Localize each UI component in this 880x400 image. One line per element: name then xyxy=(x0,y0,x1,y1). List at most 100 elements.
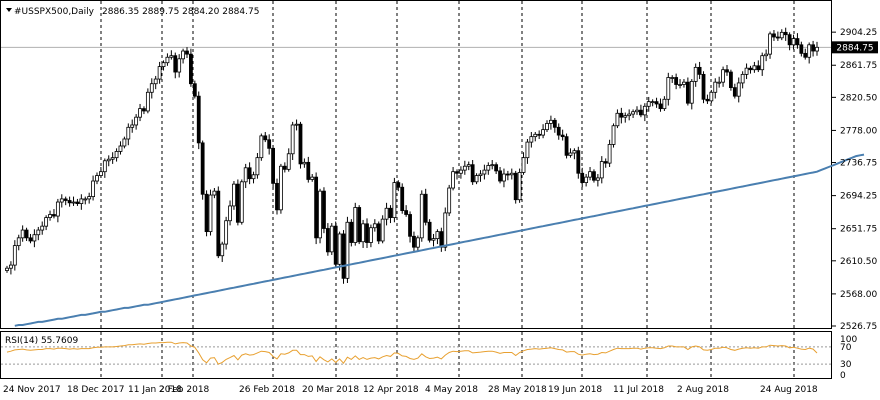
candle-body xyxy=(803,52,808,58)
candle-body xyxy=(349,221,354,243)
candle-body xyxy=(435,231,440,240)
candle-body xyxy=(63,198,68,201)
date-tick-label: 28 May 2018 xyxy=(488,385,547,395)
candle-body xyxy=(678,84,682,86)
candle-body xyxy=(95,175,99,182)
candle-body xyxy=(525,141,530,159)
candle-body xyxy=(126,126,131,140)
candle-body xyxy=(556,126,561,136)
candle-body xyxy=(12,245,17,266)
candle-body xyxy=(717,81,722,84)
candle-body xyxy=(380,218,385,242)
candle-body xyxy=(603,161,608,164)
candle-body xyxy=(509,172,514,176)
candle-body xyxy=(153,78,158,85)
candle-body xyxy=(224,220,229,245)
candle-body xyxy=(744,67,749,75)
price-tick-label: 2861.75 xyxy=(840,61,877,71)
candle-body xyxy=(772,33,776,38)
dropdown-triangle-icon[interactable] xyxy=(6,8,12,12)
candle-body xyxy=(498,170,502,182)
candle-body xyxy=(181,50,185,60)
candle-body xyxy=(275,182,279,211)
candle-body xyxy=(28,237,33,242)
candle-body xyxy=(185,50,189,55)
candle-body xyxy=(455,171,459,174)
date-tick-label: 11 Jan 2018 xyxy=(128,385,182,395)
chart-header: #USSPX500,Daily 2886.35 2889.75 2884.20 … xyxy=(6,7,259,17)
rsi-tick-label: 100 xyxy=(840,335,857,345)
candle-body xyxy=(811,44,815,52)
candle-body xyxy=(568,152,573,156)
candle-body xyxy=(482,169,487,175)
candle-body xyxy=(302,161,307,165)
candle-body xyxy=(204,193,209,233)
date-tick-label: 19 Jun 2018 xyxy=(548,385,602,395)
price-tick-label: 2526.75 xyxy=(840,322,877,332)
candle-body xyxy=(208,194,213,233)
candle-body xyxy=(619,112,624,118)
candle-body xyxy=(474,175,479,183)
candle-body xyxy=(388,207,393,219)
candle-body xyxy=(75,201,80,204)
price-tick-label: 2651.75 xyxy=(840,225,877,235)
candle-body xyxy=(431,238,436,241)
candle-body xyxy=(423,193,428,223)
candle-body xyxy=(549,119,553,124)
candle-body xyxy=(572,150,577,154)
date-tick-label: 18 Dec 2017 xyxy=(67,385,125,395)
candle-body xyxy=(713,81,718,93)
candle-body xyxy=(189,53,193,85)
candles xyxy=(5,27,819,284)
price-tick-label: 2778.00 xyxy=(840,126,877,136)
candle-body xyxy=(615,112,620,127)
candle-body xyxy=(521,157,526,173)
candle-body xyxy=(642,105,647,116)
candle-body xyxy=(635,109,639,113)
candle-body xyxy=(490,164,495,167)
candle-body xyxy=(693,66,698,82)
candle-body xyxy=(130,124,135,128)
candle-body xyxy=(361,223,365,243)
rsi-tick-label: 70 xyxy=(840,343,852,353)
date-tick-label: 2 Aug 2018 xyxy=(677,385,729,395)
candle-body xyxy=(279,165,283,211)
candle-body xyxy=(459,169,463,174)
candle-body xyxy=(20,229,25,239)
price-tick-label: 2568.00 xyxy=(840,290,877,300)
candle-body xyxy=(32,234,37,242)
candle-body xyxy=(91,180,95,197)
candle-body xyxy=(689,80,694,104)
candle-body xyxy=(400,186,405,212)
candle-body xyxy=(783,31,788,36)
candle-body xyxy=(333,225,338,265)
candle-body xyxy=(314,176,319,239)
candle-body xyxy=(329,225,334,253)
candle-body xyxy=(415,237,420,248)
candle-body xyxy=(552,119,557,128)
candle-body xyxy=(697,66,702,75)
date-tick-label: 26 Feb 2018 xyxy=(239,385,295,395)
candle-body xyxy=(384,207,389,220)
candle-body xyxy=(443,212,448,248)
candle-body xyxy=(118,145,123,152)
candle-body xyxy=(40,225,45,231)
candle-body xyxy=(169,55,174,58)
candle-body xyxy=(729,71,733,89)
candle-body xyxy=(200,142,205,195)
candle-body xyxy=(392,182,397,219)
candle-body xyxy=(149,83,154,93)
ohlc-values: 2886.35 2889.75 2884.20 2884.75 xyxy=(102,7,259,17)
candle-body xyxy=(142,108,146,112)
current-price-label: 2884.75 xyxy=(836,43,873,53)
candle-body xyxy=(732,87,737,97)
candle-body xyxy=(322,190,326,229)
candle-body xyxy=(427,221,432,241)
current-price-badge: 2884.75 xyxy=(832,41,878,54)
candle-body xyxy=(372,223,377,229)
candle-body xyxy=(799,44,804,54)
rsi-tick-label: 0 xyxy=(840,371,846,381)
date-tick-label: 11 Jul 2018 xyxy=(613,385,664,395)
